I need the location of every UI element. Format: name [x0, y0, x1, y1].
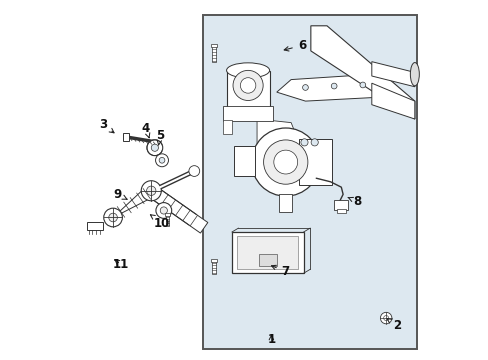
Circle shape — [155, 154, 168, 167]
Text: 3: 3 — [99, 118, 114, 133]
Bar — [279, 194, 292, 212]
Circle shape — [300, 139, 307, 146]
Circle shape — [103, 208, 122, 227]
Circle shape — [146, 186, 156, 195]
Ellipse shape — [409, 63, 419, 86]
Circle shape — [108, 213, 117, 222]
Polygon shape — [371, 62, 414, 87]
Bar — [226, 71, 269, 108]
Bar — [210, 44, 217, 47]
Circle shape — [147, 140, 163, 156]
Circle shape — [383, 316, 388, 320]
Circle shape — [240, 78, 255, 93]
Circle shape — [156, 203, 171, 219]
Text: 6: 6 — [284, 39, 305, 52]
Polygon shape — [257, 119, 298, 144]
Bar — [87, 221, 103, 230]
Polygon shape — [113, 185, 155, 217]
Bar — [123, 133, 129, 141]
Bar — [233, 146, 255, 176]
Bar — [223, 107, 273, 121]
Text: 2: 2 — [386, 319, 400, 332]
Circle shape — [141, 181, 161, 201]
Circle shape — [251, 128, 319, 196]
Bar — [333, 200, 348, 211]
Text: 10: 10 — [150, 215, 170, 230]
Bar — [212, 46, 216, 62]
Bar — [299, 139, 331, 185]
Ellipse shape — [226, 63, 269, 78]
Circle shape — [159, 157, 164, 163]
Circle shape — [273, 150, 297, 174]
Bar — [258, 253, 276, 266]
Polygon shape — [147, 185, 207, 233]
Circle shape — [330, 83, 336, 89]
Circle shape — [302, 85, 308, 90]
Circle shape — [188, 166, 199, 176]
Polygon shape — [310, 26, 414, 119]
Text: 4: 4 — [142, 122, 150, 138]
Circle shape — [160, 207, 167, 214]
Bar — [203, 15, 416, 348]
Bar — [237, 236, 298, 269]
Circle shape — [359, 82, 365, 88]
Bar — [336, 210, 346, 213]
Text: 7: 7 — [271, 265, 289, 278]
Bar — [165, 215, 168, 226]
Bar — [211, 258, 217, 262]
Text: 1: 1 — [267, 333, 275, 346]
Polygon shape — [371, 83, 414, 119]
Bar — [212, 261, 215, 274]
Polygon shape — [276, 74, 373, 101]
Text: 11: 11 — [112, 258, 129, 271]
Bar — [231, 232, 303, 273]
Circle shape — [380, 312, 391, 324]
Text: 8: 8 — [347, 195, 361, 208]
Circle shape — [263, 140, 307, 184]
Circle shape — [151, 144, 158, 151]
Text: 9: 9 — [113, 188, 127, 201]
Bar — [164, 213, 169, 216]
Circle shape — [233, 70, 263, 100]
Text: 5: 5 — [156, 129, 164, 145]
Circle shape — [310, 139, 318, 146]
Bar — [223, 121, 231, 134]
